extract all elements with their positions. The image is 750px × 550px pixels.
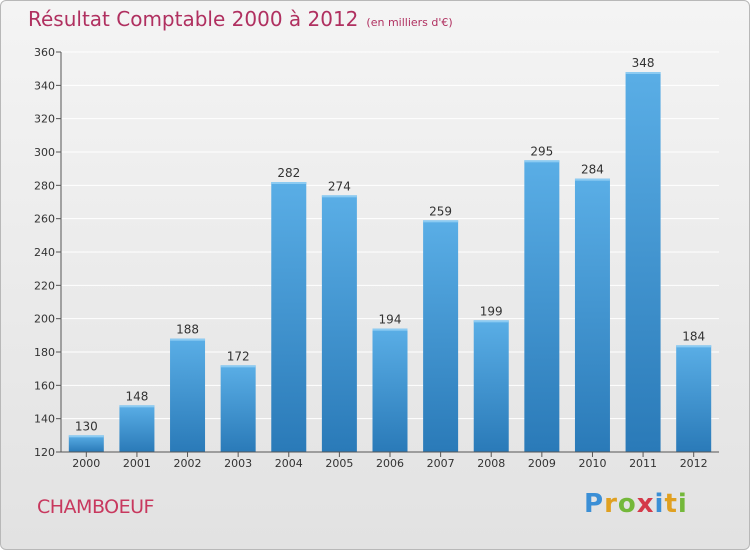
bars-layer: 130 148 188 172 282 274 194 259 199 295 284 348 184 [68, 56, 712, 453]
axis-layer: 120 140 160 180 200 220 240 260 280 300 320 340 360 2… [34, 46, 719, 470]
town-name: CHAMBOEUF [37, 496, 154, 518]
x-tick-label: 2006 [376, 457, 404, 470]
bar-highlight [423, 220, 459, 223]
bar-highlight [271, 182, 307, 184]
bar-highlight [473, 320, 509, 323]
y-tick-label: 300 [34, 146, 55, 159]
bar-highlight [119, 405, 155, 408]
data-label: 188 [176, 323, 199, 337]
x-tick-label: 2010 [578, 457, 606, 470]
bar-2003 [220, 365, 256, 452]
x-tick-label: 2002 [174, 457, 202, 470]
bar-2004 [271, 182, 307, 452]
bar-highlight [170, 338, 206, 341]
data-label: 199 [480, 304, 503, 318]
data-label: 184 [682, 329, 705, 343]
chart-title-text: Résultat Comptable 2000 à 2012 [28, 7, 359, 31]
chart-title: Résultat Comptable 2000 à 2012 (en millie… [28, 7, 453, 31]
y-tick-label: 240 [34, 246, 55, 259]
bar-highlight [574, 178, 610, 181]
y-tick-label: 180 [34, 346, 55, 359]
y-tick-label: 160 [34, 379, 55, 392]
bar-highlight [321, 195, 357, 198]
bar-2008 [473, 320, 509, 452]
bar-highlight [524, 160, 560, 163]
bar-2007 [423, 220, 459, 452]
y-tick-label: 120 [34, 446, 55, 459]
data-label: 282 [277, 166, 300, 180]
bar-2005 [321, 195, 357, 453]
proxiti-logo: Proxiti [584, 489, 688, 519]
x-tick-label: 2004 [275, 457, 303, 470]
bar-2001 [119, 405, 155, 452]
y-tick-label: 340 [34, 79, 55, 92]
y-tick-label: 140 [34, 413, 55, 426]
data-label: 130 [75, 419, 98, 433]
bar-2011 [625, 72, 661, 452]
x-tick-label: 2008 [477, 457, 505, 470]
x-tick-label: 2012 [680, 457, 708, 470]
bar-highlight [676, 345, 712, 348]
y-tick-label: 360 [34, 46, 55, 59]
chart-unit: (en milliers d'€) [366, 16, 453, 29]
x-tick-label: 2009 [528, 457, 556, 470]
x-tick-label: 2003 [224, 457, 252, 470]
data-label: 172 [227, 349, 250, 363]
data-label: 259 [429, 204, 452, 218]
bar-2000 [68, 435, 104, 452]
y-tick-label: 220 [34, 279, 55, 292]
y-tick-label: 280 [34, 179, 55, 192]
bar-2010 [574, 178, 610, 452]
data-label: 284 [581, 163, 604, 177]
x-tick-label: 2005 [325, 457, 353, 470]
bar-2006 [372, 328, 408, 452]
bar-highlight [220, 365, 256, 368]
y-tick-label: 260 [34, 213, 55, 226]
bar-2009 [524, 160, 560, 453]
data-label: 194 [379, 313, 402, 327]
data-label: 348 [632, 56, 655, 70]
y-tick-label: 320 [34, 113, 55, 126]
bar-2002 [170, 338, 206, 452]
bar-highlight [625, 72, 661, 74]
bar-highlight [68, 435, 104, 438]
data-label: 295 [530, 144, 553, 158]
x-tick-label: 2011 [629, 457, 657, 470]
bar-highlight [372, 328, 408, 331]
x-tick-label: 2000 [72, 457, 100, 470]
y-tick-label: 200 [34, 313, 55, 326]
bar-2012 [676, 345, 712, 452]
data-label: 274 [328, 179, 351, 193]
data-label: 148 [125, 389, 148, 403]
x-tick-label: 2007 [427, 457, 455, 470]
x-tick-label: 2001 [123, 457, 151, 470]
